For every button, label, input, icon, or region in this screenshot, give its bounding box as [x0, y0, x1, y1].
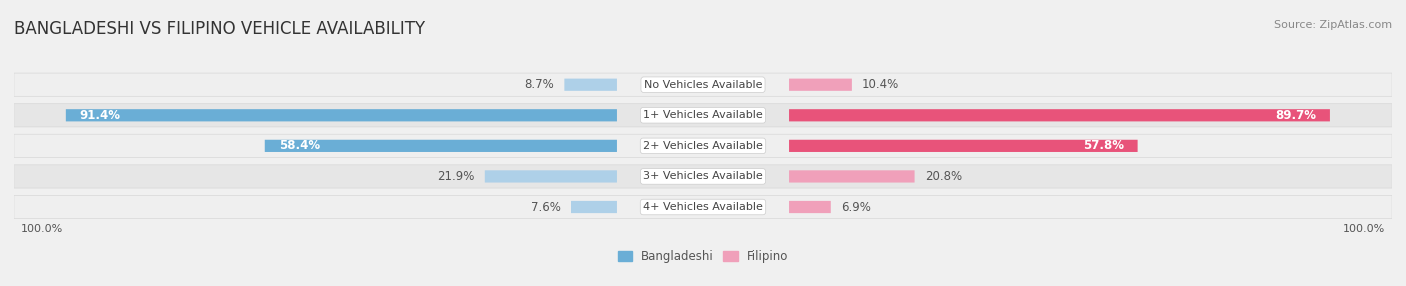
Text: 7.6%: 7.6% [531, 200, 561, 214]
FancyBboxPatch shape [789, 140, 1137, 152]
FancyBboxPatch shape [264, 140, 617, 152]
Legend: Bangladeshi, Filipino: Bangladeshi, Filipino [613, 245, 793, 268]
FancyBboxPatch shape [66, 109, 617, 121]
Text: 57.8%: 57.8% [1083, 139, 1123, 152]
FancyBboxPatch shape [789, 79, 852, 91]
Text: 21.9%: 21.9% [437, 170, 475, 183]
FancyBboxPatch shape [14, 134, 1392, 158]
Text: 20.8%: 20.8% [925, 170, 962, 183]
Text: BANGLADESHI VS FILIPINO VEHICLE AVAILABILITY: BANGLADESHI VS FILIPINO VEHICLE AVAILABI… [14, 20, 425, 38]
Text: No Vehicles Available: No Vehicles Available [644, 80, 762, 90]
FancyBboxPatch shape [14, 104, 1392, 127]
FancyBboxPatch shape [789, 201, 831, 213]
FancyBboxPatch shape [14, 195, 1392, 219]
Text: 100.0%: 100.0% [21, 224, 63, 234]
Text: 1+ Vehicles Available: 1+ Vehicles Available [643, 110, 763, 120]
FancyBboxPatch shape [14, 165, 1392, 188]
Text: Source: ZipAtlas.com: Source: ZipAtlas.com [1274, 20, 1392, 30]
Text: 100.0%: 100.0% [1343, 224, 1385, 234]
FancyBboxPatch shape [571, 201, 617, 213]
FancyBboxPatch shape [485, 170, 617, 182]
Text: 8.7%: 8.7% [524, 78, 554, 91]
Text: 3+ Vehicles Available: 3+ Vehicles Available [643, 171, 763, 181]
Text: 58.4%: 58.4% [278, 139, 319, 152]
Text: 4+ Vehicles Available: 4+ Vehicles Available [643, 202, 763, 212]
Text: 10.4%: 10.4% [862, 78, 900, 91]
Text: 6.9%: 6.9% [841, 200, 870, 214]
FancyBboxPatch shape [14, 73, 1392, 96]
Text: 91.4%: 91.4% [80, 109, 121, 122]
Text: 89.7%: 89.7% [1275, 109, 1316, 122]
Text: 2+ Vehicles Available: 2+ Vehicles Available [643, 141, 763, 151]
FancyBboxPatch shape [789, 170, 914, 182]
FancyBboxPatch shape [564, 79, 617, 91]
FancyBboxPatch shape [789, 109, 1330, 121]
